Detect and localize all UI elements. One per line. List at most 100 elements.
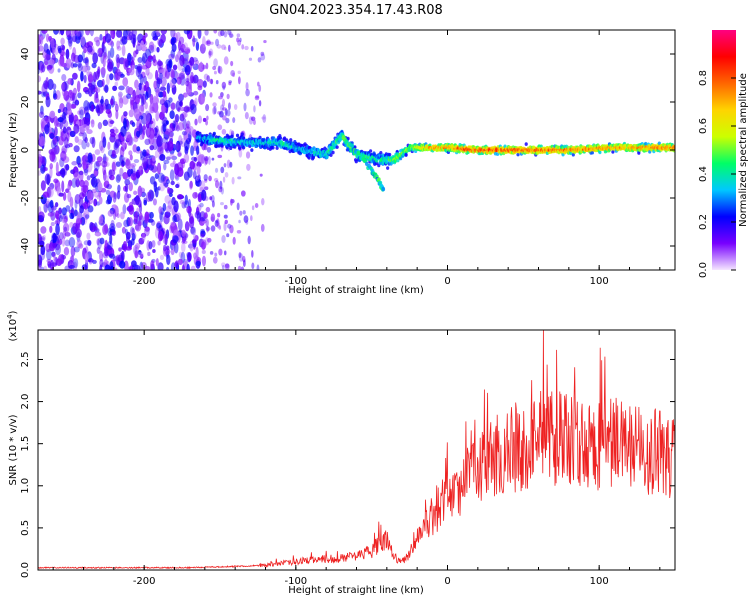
noise-blob: [155, 110, 160, 122]
noise-blob: [166, 254, 171, 266]
noise-blob: [42, 235, 46, 240]
noise-blob: [132, 34, 136, 45]
spectrogram-x-label: Height of straight line (km): [288, 285, 424, 296]
signal-mark: [278, 136, 283, 140]
noise-blob: [206, 115, 209, 121]
noise-blob: [190, 226, 196, 234]
noise-blob: [223, 204, 228, 210]
noise-blob: [65, 58, 72, 69]
noise-blob: [241, 44, 245, 50]
noise-blob: [237, 176, 242, 180]
noise-blob: [142, 156, 149, 168]
noise-blob: [146, 126, 151, 136]
noise-blob: [151, 155, 156, 162]
noise-blob: [86, 175, 91, 181]
noise-blob: [179, 113, 185, 122]
noise-blob: [107, 209, 114, 217]
noise-blob: [239, 37, 242, 43]
noise-blob: [104, 84, 109, 93]
noise-blob: [139, 73, 144, 86]
noise-blob: [67, 78, 73, 85]
noise-blob: [220, 30, 225, 37]
noise-blob: [136, 146, 141, 152]
noise-blob: [179, 54, 185, 67]
noise-blob: [206, 75, 210, 82]
noise-blob: [132, 144, 138, 153]
noise-blob: [74, 99, 80, 106]
noise-blob: [100, 66, 106, 76]
noise-blob: [168, 53, 175, 60]
noise-blob: [51, 233, 58, 241]
noise-blob: [102, 224, 109, 236]
noise-blob: [45, 76, 49, 88]
noise-blob: [62, 222, 70, 233]
noise-blob: [223, 214, 228, 219]
noise-blob: [114, 138, 121, 147]
noise-blob: [61, 73, 67, 82]
noise-blob: [100, 104, 105, 114]
noise-blob: [108, 253, 116, 259]
noise-blob: [157, 146, 164, 155]
noise-blob: [38, 215, 45, 223]
noise-blob: [148, 44, 155, 54]
branch-mark: [350, 143, 355, 148]
noise-blob: [49, 110, 56, 119]
noise-blob: [138, 165, 144, 176]
noise-blob: [220, 166, 225, 174]
noise-blob: [260, 223, 265, 232]
noise-blob: [67, 36, 73, 47]
noise-blob: [160, 76, 167, 87]
noise-blob: [174, 174, 179, 180]
noise-blob: [101, 41, 105, 53]
noise-blob: [243, 258, 246, 263]
noise-blob: [228, 44, 231, 52]
x-tick-label: 0: [444, 576, 450, 587]
noise-blob: [222, 176, 226, 183]
noise-blob: [170, 180, 175, 186]
noise-blob: [163, 159, 170, 165]
noise-blob: [38, 111, 45, 119]
noise-blob: [137, 56, 143, 63]
noise-blob: [189, 56, 195, 66]
noise-blob: [75, 31, 82, 41]
noise-blob: [165, 205, 172, 213]
noise-blob: [205, 206, 211, 213]
noise-blob: [47, 78, 54, 91]
noise-blob: [92, 52, 99, 64]
signal-mark: [212, 131, 216, 136]
noise-blob: [163, 162, 167, 171]
noise-blob: [81, 65, 88, 73]
noise-blob: [232, 117, 236, 123]
colorbar-tick-label: 0.0: [698, 262, 709, 278]
noise-blob: [127, 169, 132, 177]
noise-blob: [65, 94, 71, 104]
noise-blob: [165, 120, 169, 125]
noise-blob: [51, 251, 56, 257]
noise-blob: [142, 125, 147, 131]
noise-blob: [124, 178, 131, 186]
noise-blob: [131, 122, 136, 128]
noise-blob: [91, 188, 97, 194]
noise-blob: [218, 65, 223, 75]
noise-blob: [87, 152, 93, 162]
noise-blob: [156, 222, 162, 229]
noise-blob: [68, 90, 72, 95]
noise-blob: [162, 234, 168, 245]
noise-blob: [213, 177, 219, 182]
noise-blob: [212, 256, 218, 264]
noise-blob: [152, 36, 159, 41]
noise-blob: [70, 52, 76, 62]
signal-mark: [404, 153, 408, 157]
noise-blob: [170, 102, 176, 111]
noise-blob: [162, 203, 167, 212]
noise-blob: [171, 37, 177, 44]
noise-blob: [125, 246, 132, 251]
noise-blob: [142, 124, 146, 136]
noise-blob: [156, 135, 163, 148]
noise-blob: [221, 234, 226, 244]
noise-blob: [66, 102, 72, 112]
noise-blob: [210, 225, 216, 232]
noise-blob: [129, 154, 133, 161]
noise-blob: [128, 204, 135, 215]
signal-mark: [598, 150, 602, 155]
